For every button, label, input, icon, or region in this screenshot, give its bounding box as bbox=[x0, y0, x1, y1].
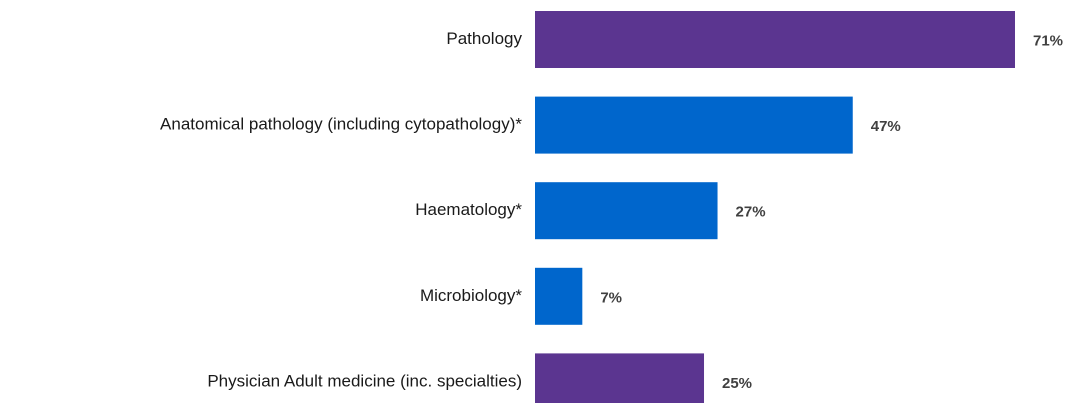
bar bbox=[535, 267, 583, 325]
value-label: 71% bbox=[1033, 32, 1063, 49]
value-label: 47% bbox=[871, 118, 901, 135]
category-label: Microbiology* bbox=[420, 286, 522, 305]
value-label: 7% bbox=[600, 289, 622, 306]
value-label: 27% bbox=[736, 204, 766, 221]
category-label: Physician Adult medicine (inc. specialti… bbox=[207, 371, 522, 390]
bar bbox=[535, 353, 705, 403]
category-label: Pathology bbox=[446, 29, 522, 48]
category-label: Anatomical pathology (including cytopath… bbox=[160, 115, 522, 134]
value-label: 25% bbox=[722, 375, 752, 392]
bar bbox=[535, 11, 1015, 68]
bar bbox=[535, 182, 718, 240]
bar bbox=[535, 96, 853, 154]
category-label: Haematology* bbox=[415, 200, 522, 219]
